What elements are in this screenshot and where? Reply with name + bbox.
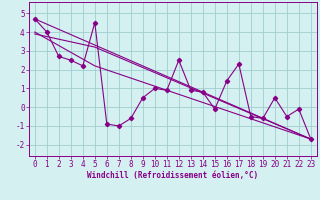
X-axis label: Windchill (Refroidissement éolien,°C): Windchill (Refroidissement éolien,°C)	[87, 171, 258, 180]
